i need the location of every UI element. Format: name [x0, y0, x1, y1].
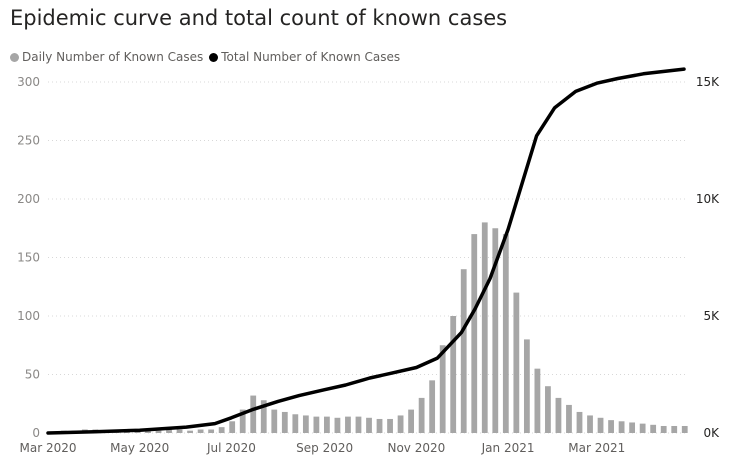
legend-dot-icon — [209, 52, 219, 62]
daily-bar — [271, 409, 278, 433]
x-axis-ticks: Mar 2020 May 2020 Jul 2020 Sep 2020 Nov 2020… — [20, 441, 626, 455]
y-right-tick-label: 5K — [703, 309, 720, 323]
daily-bar — [681, 425, 688, 433]
total-cases-line — [46, 67, 686, 435]
daily-bar — [292, 414, 299, 433]
chart-title: Epidemic curve and total count of known … — [10, 6, 508, 30]
daily-bar — [587, 415, 593, 433]
daily-bar — [545, 386, 551, 433]
legend-dot-icon — [10, 52, 19, 62]
daily-bar — [492, 228, 499, 433]
total-line-group — [46, 67, 686, 435]
daily-bar — [534, 368, 541, 433]
daily-bar — [250, 395, 257, 433]
y-left-tick-label: 0 — [32, 426, 40, 440]
daily-bar — [229, 421, 236, 433]
legend-item-daily[interactable]: Daily Number of Known Cases — [10, 50, 203, 64]
daily-bar — [618, 421, 625, 433]
x-tick-label: Sep 2020 — [296, 441, 353, 455]
daily-bar — [650, 424, 657, 433]
y-left-tick-label: 100 — [17, 309, 40, 323]
daily-bar — [155, 430, 162, 433]
chart-legend: Daily Number of Known Cases Total Number… — [10, 49, 400, 65]
daily-bar — [239, 409, 246, 433]
daily-bar — [397, 415, 404, 433]
daily-bar — [208, 429, 215, 433]
legend-label-daily: Daily Number of Known Cases — [22, 50, 204, 64]
y-left-tick-label: 150 — [17, 251, 40, 265]
daily-bar — [597, 417, 604, 433]
x-tick-label: Mar 2020 — [20, 441, 77, 455]
daily-bar — [660, 425, 667, 433]
daily-bar — [418, 397, 425, 433]
daily-bar — [429, 380, 436, 433]
daily-bar — [629, 422, 636, 433]
daily-bar — [366, 417, 372, 433]
x-tick-label: Jan 2021 — [481, 441, 535, 455]
daily-bar — [523, 339, 530, 433]
daily-bar — [281, 411, 288, 433]
y-right-tick-label: 10K — [696, 192, 720, 206]
daily-bar — [313, 416, 320, 433]
daily-bar — [355, 416, 362, 433]
x-tick-label: May 2020 — [110, 441, 169, 455]
x-tick-label: Nov 2020 — [387, 441, 445, 455]
daily-bar — [324, 416, 330, 433]
daily-bar — [671, 425, 678, 433]
daily-bar — [408, 409, 414, 433]
daily-bar — [513, 292, 520, 433]
y-right-tick-label: 0K — [703, 426, 720, 440]
daily-bar — [302, 415, 309, 433]
daily-bar — [450, 316, 457, 433]
daily-bar — [260, 400, 267, 433]
daily-bar — [134, 431, 141, 433]
daily-bar — [481, 222, 488, 433]
daily-bar — [460, 269, 467, 433]
daily-bar — [566, 404, 572, 433]
y-left-tick-label: 250 — [17, 134, 40, 148]
daily-bar — [502, 234, 509, 433]
daily-bar — [576, 411, 583, 433]
y-right-tick-label: 15K — [696, 75, 720, 89]
legend-item-total[interactable]: Total Number of Known Cases — [209, 50, 400, 64]
daily-bar — [639, 423, 646, 433]
daily-bar — [471, 234, 478, 433]
left-axis-ticks: 0 50 100 150 200 250 300 — [17, 75, 40, 440]
daily-bar — [218, 427, 225, 433]
daily-bar — [439, 345, 446, 433]
daily-bars — [50, 222, 688, 433]
daily-bar — [345, 416, 351, 433]
legend-label-total: Total Number of Known Cases — [221, 50, 401, 64]
right-axis-ticks: 0K 5K 10K 15K — [696, 75, 720, 440]
x-tick-label: Mar 2021 — [568, 441, 625, 455]
daily-bar — [145, 430, 151, 433]
y-left-tick-label: 200 — [17, 192, 40, 206]
daily-bar — [166, 429, 172, 433]
daily-bar — [176, 429, 183, 433]
y-left-tick-label: 50 — [25, 368, 40, 382]
x-tick-label: Jul 2020 — [206, 441, 256, 455]
daily-bar — [334, 417, 341, 433]
y-left-tick-label: 300 — [17, 75, 40, 89]
daily-bar — [187, 430, 193, 433]
daily-bar — [608, 420, 614, 433]
daily-bar — [376, 418, 383, 433]
daily-bar — [555, 397, 562, 433]
daily-bar — [197, 429, 204, 433]
daily-bar — [387, 418, 393, 433]
